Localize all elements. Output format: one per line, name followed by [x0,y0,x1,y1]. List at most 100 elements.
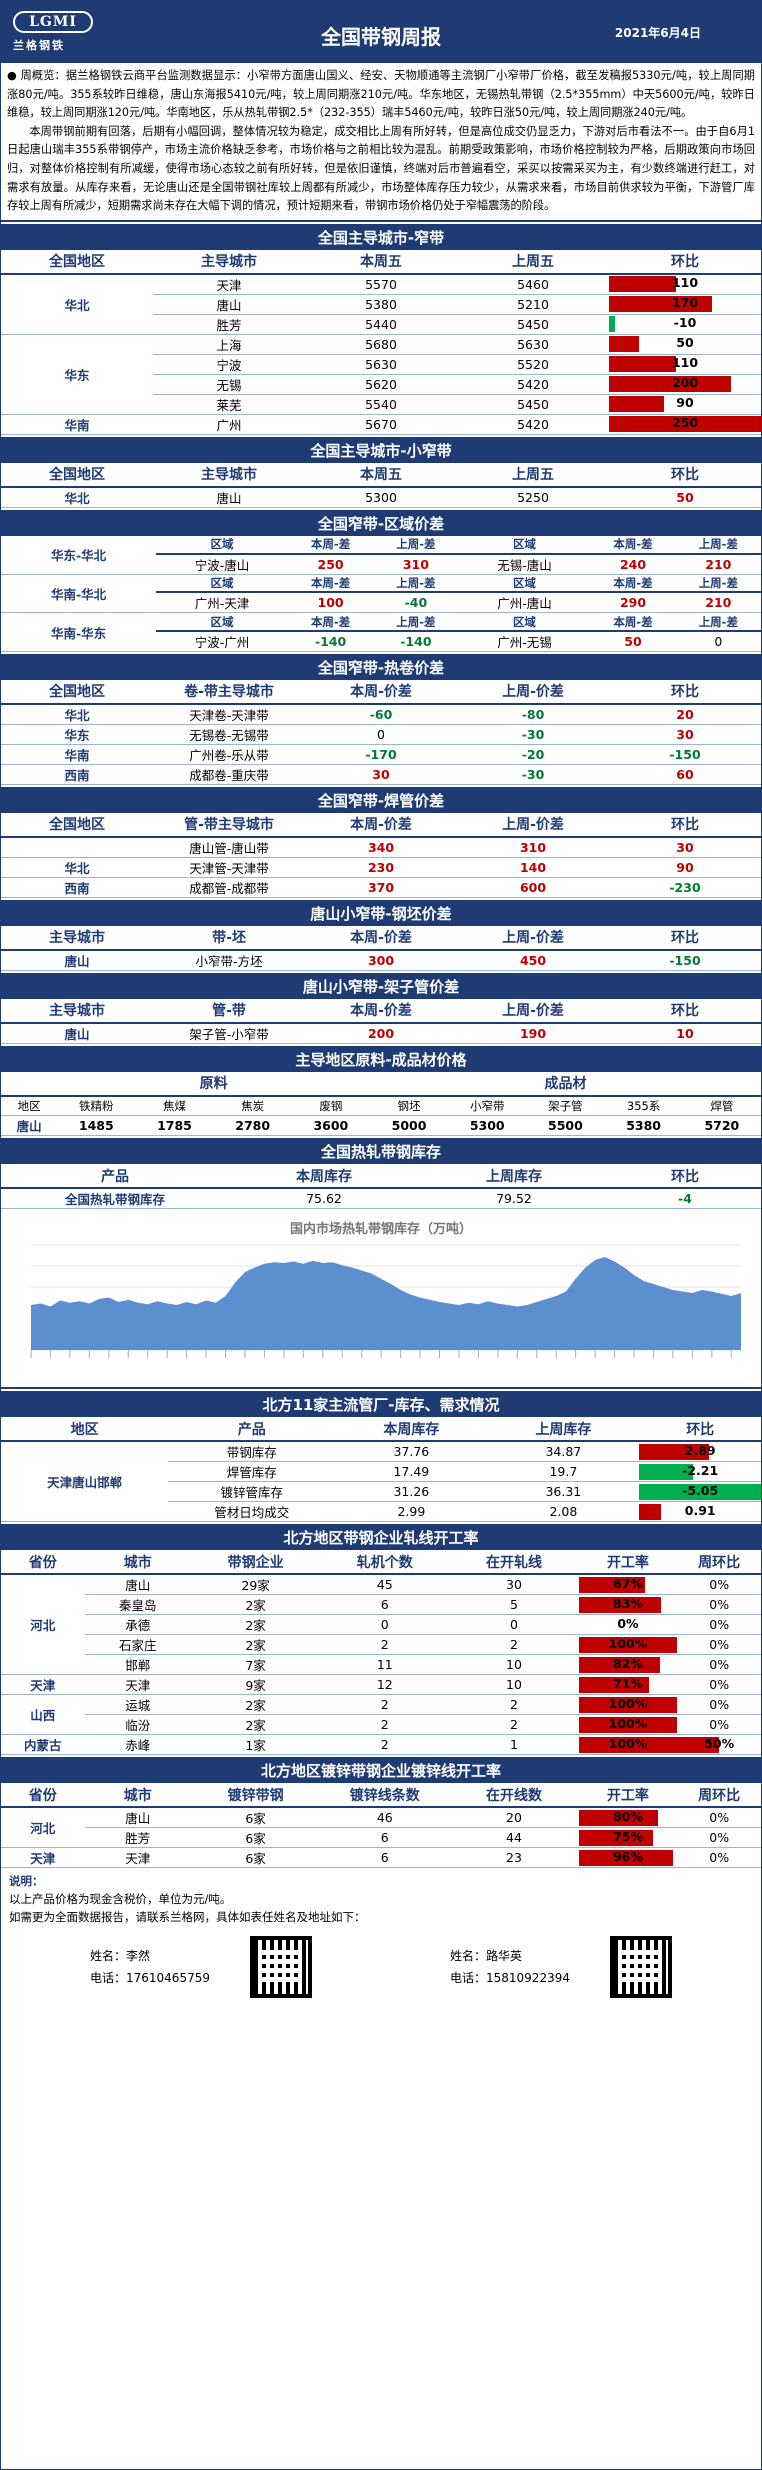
table-row: 胜芳 5440 5450 -10 [1,314,761,335]
table-cell: 邯郸 [84,1654,191,1676]
column-header: 全国地区 [1,812,153,838]
change-bar-fill [639,1503,662,1520]
value-cell: 190 [457,1022,609,1044]
change-bar: -10 [609,315,761,333]
intro-overview: ● 周概览：据兰格钢铁云商平台监测数据显示：小窄带方面唐山国义、经安、天物顺通等… [7,69,755,120]
pair-cell: 无锡卷-无锡带 [153,724,305,745]
section-title: 北方地区镀锌带钢企业镀锌线开工率 [1,1755,761,1784]
change-value: 100% [608,1715,648,1731]
table-row: 临汾 2家 2 2 100% 0% [1,1714,761,1736]
table-row: 山西 运城 2家 2 2 100% 0% [1,1694,761,1736]
table-row: 河北 唐山 29家 45 30 67% 0% [1,1574,761,1676]
column-header: 主导城市 [153,249,305,275]
table-row: 华东 上海 5680 5630 50 [1,334,761,415]
change-bar-fill [609,396,664,413]
value-cell: 10 [609,1022,761,1044]
table-cell: 2 [449,1714,579,1736]
hot-rolled-inventory-table: 产品 本周库存 上周库存 环比 全国热轧带钢库存 75.62 79.52 -4 [1,1164,761,1210]
value-cell: 240 [590,553,676,575]
table-header-row: 主导城市 管-带 本周-价差 上周-价差 环比 [1,998,761,1024]
pair-cell: 架子管-小窄带 [153,1022,305,1044]
change-cell: 2.89 [639,1441,761,1463]
change-value: 82% [612,1655,643,1671]
column-header: 在开线数 [449,1783,579,1809]
table-cell: 秦皇岛 [84,1594,191,1616]
regional-spread-table: 华东-华北 区域 本周-差 上周-差 区域 本周-差 上周-差 宁波-唐山 250 310 无锡-唐… [1,535,761,652]
table-cell: 5540 [305,394,457,415]
value-cell: -150 [609,949,761,971]
section-title: 北方地区带钢企业轧线开工率 [1,1522,761,1551]
table-header-row: 全国地区 卷-带主导城市 本周-价差 上周-价差 环比 [1,679,761,705]
region-cell: 华北 [1,703,153,725]
table-cell: 胜芳 [84,1827,191,1849]
change-bar: 2.89 [639,1443,761,1461]
value-cell: 290 [590,592,676,614]
table-cell: 5620 [305,374,457,395]
table-cell: 5570 [305,273,457,295]
change-bar-fill [578,1849,674,1866]
table-cell: 5380 [305,294,457,315]
column-header: 上周库存 [419,1164,609,1190]
column-header: 上周-差 [373,612,459,632]
column-header: 区域 [458,574,591,594]
table-cell: 45 [320,1574,450,1596]
change-value: 100% [608,1635,648,1651]
table-cell: 44 [449,1827,579,1849]
section-title: 主导地区原料-成品材价格 [1,1043,761,1072]
change-bar: 200 [609,375,761,393]
change-cell: 110 [609,273,761,295]
column-header: 上周-差 [675,535,761,555]
section-title: 唐山小窄带-架子管价差 [1,970,761,999]
table-row: 天津 天津 9家 12 10 71% 0% [1,1674,761,1696]
table-cell: 2.08 [487,1501,640,1523]
change-bar-fill [609,416,761,433]
change-cell: 110 [609,354,761,375]
table-row: 秦皇岛 2家 6 5 83% 0% [1,1594,761,1616]
section-title: 全国窄带-焊管价差 [1,784,761,813]
change-bar-fill [609,336,640,353]
change-bar: 100% [578,1715,678,1734]
column-header: 钢坯 [369,1095,449,1117]
galvanizing-line-rate-table: 省份 城市 镀锌带钢 镀锌线条数 在开线数 开工率 周环比 河北 唐山 6家 46 20 80% 0% 胜芳… [1,1783,761,1869]
region-cell: 西南 [1,877,153,898]
change-bar-fill [609,276,676,293]
table-cell: 5720 [682,1115,761,1137]
column-header: 本周-差 [590,574,676,594]
value-cell: 370 [305,877,457,898]
table-cell: 2家 [190,1594,321,1616]
subheader-row: 华东-华北 区域 本周-差 上周-差 区域 本周-差 上周-差 [1,535,761,575]
report-header: LGMI 兰格钢铁 全国带钢周报 2021年6月4日 [1,1,761,63]
table-cell: 5630 [305,354,457,375]
column-header: 在开轧线 [449,1550,579,1576]
column-header: 周环比 [677,1550,761,1576]
value-cell: -170 [305,744,457,765]
value-cell: 210 [675,553,761,575]
billet-spread-table: 主导城市 带-坯 本周-价差 上周-价差 环比 唐山 小窄带-方坯 300 450 -150 [1,925,761,971]
logo-mark: LGMI [13,11,93,33]
column-header: 本周五 [305,462,457,488]
change-cell: -5.05 [639,1481,761,1503]
change-cell: -10 [609,314,761,335]
table-row: 石家庄 2家 2 2 100% 0% [1,1634,761,1656]
table-cell: 0% [677,1634,761,1656]
column-header: 周环比 [677,1783,761,1809]
change-bar-fill [578,1829,653,1846]
change-cell: 0.91 [639,1501,761,1523]
footer-notes: 说明： 以上产品价格为现金含税价，单位为元/吨。 如需更为全面数据报告，请联系兰格网… [1,1868,761,1930]
value-cell: 30 [609,724,761,745]
area-cell: 广州-天津 [156,592,288,614]
table-cell: 5440 [305,314,457,335]
change-value: -5.05 [682,1482,719,1498]
province-cell: 河北 [1,1574,85,1676]
table-cell: 5380 [604,1115,683,1137]
value-cell: -20 [457,744,609,765]
section-title: 唐山小窄带-钢坯价差 [1,897,761,926]
column-header: 环比 [609,249,761,275]
region-cell: 华北 [1,486,153,508]
column-header: 铁精粉 [57,1095,136,1117]
column-header: 上周五 [457,249,609,275]
contact-info: 姓名：李然 电话：17610465759 [90,1945,210,1989]
table-cell: 莱芜 [153,394,305,415]
table-cell: 2家 [190,1694,321,1716]
column-header: 区域 [156,574,288,594]
